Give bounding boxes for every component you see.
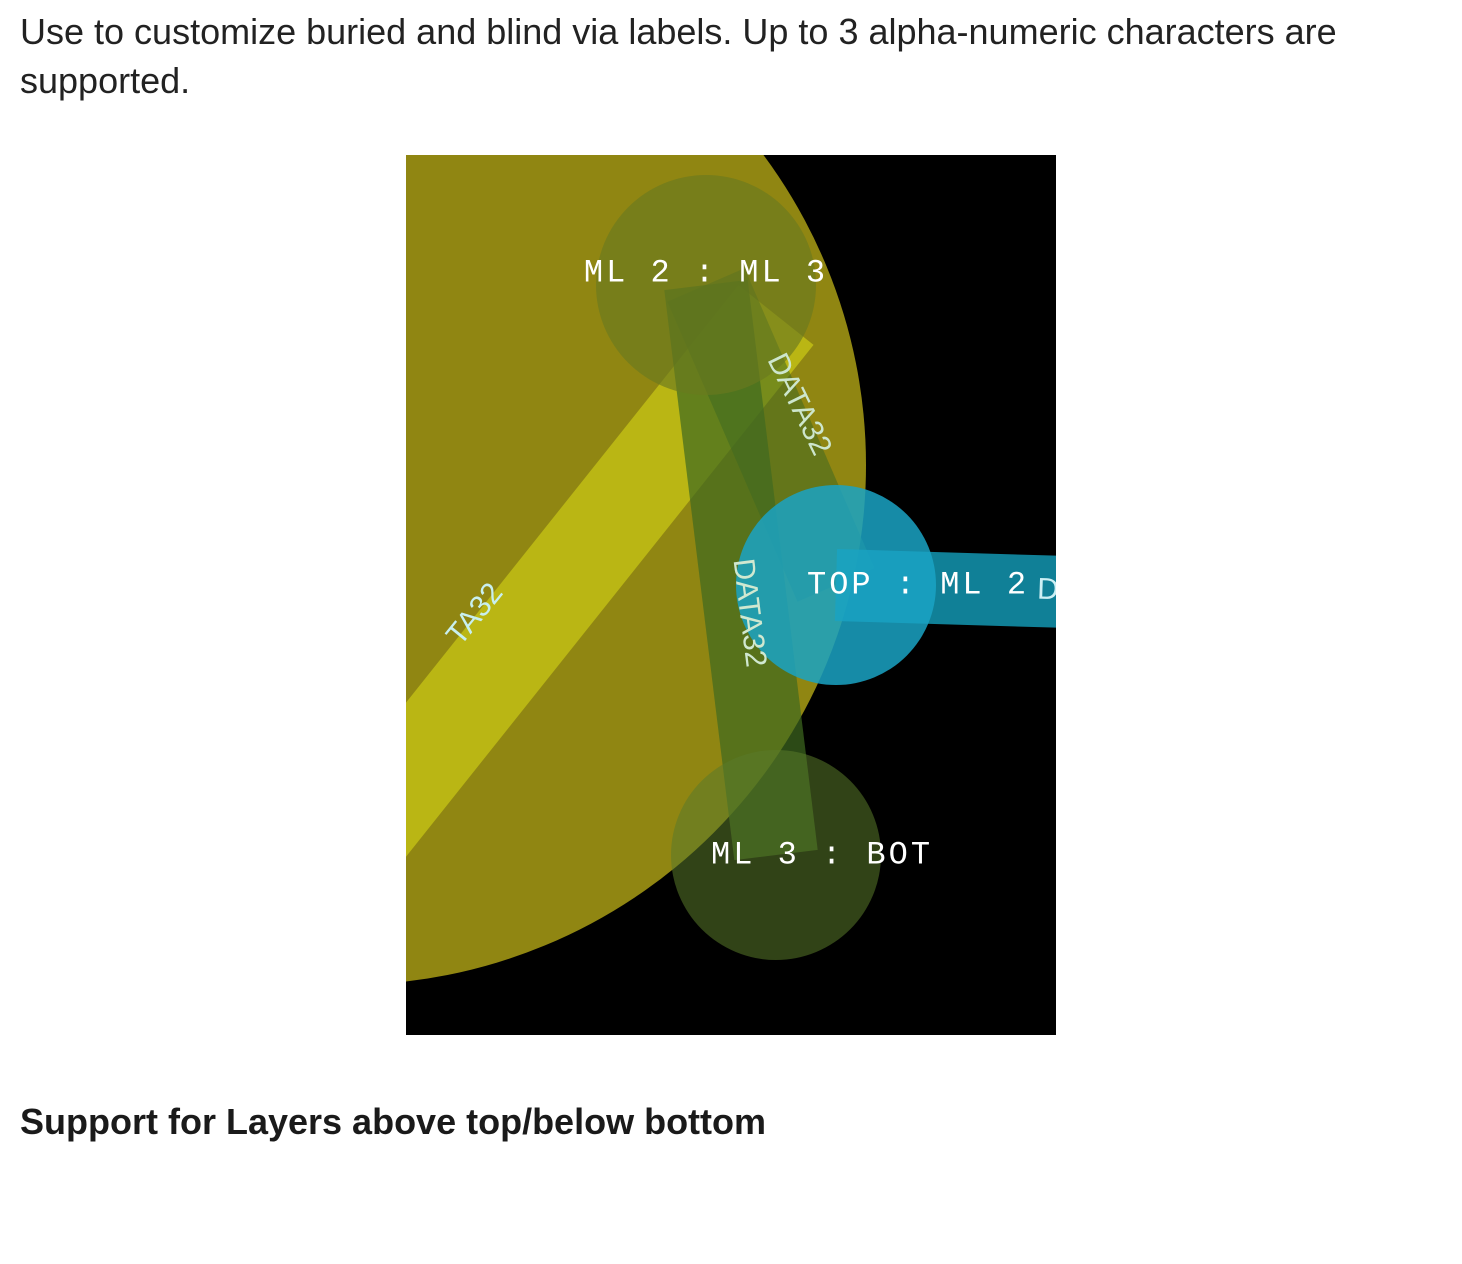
intro-paragraph: Use to customize buried and blind via la… <box>20 8 1440 105</box>
figure-container: ML 2 : ML 3TOP : ML 2ML 3 : BOTTA32DATA3… <box>20 155 1442 1035</box>
section-heading: Support for Layers above top/below botto… <box>20 1101 1442 1143</box>
pcb-via-diagram: ML 2 : ML 3TOP : ML 2ML 3 : BOTTA32DATA3… <box>406 155 1056 1035</box>
via-ml2-ml3-label: ML 2 : ML 3 <box>584 255 828 292</box>
via-ml3-bot-label: ML 3 : BOT <box>711 837 933 874</box>
trace-teal-right-label: D <box>1037 573 1056 607</box>
via-top-ml2-label: TOP : ML 2 <box>807 567 1029 604</box>
